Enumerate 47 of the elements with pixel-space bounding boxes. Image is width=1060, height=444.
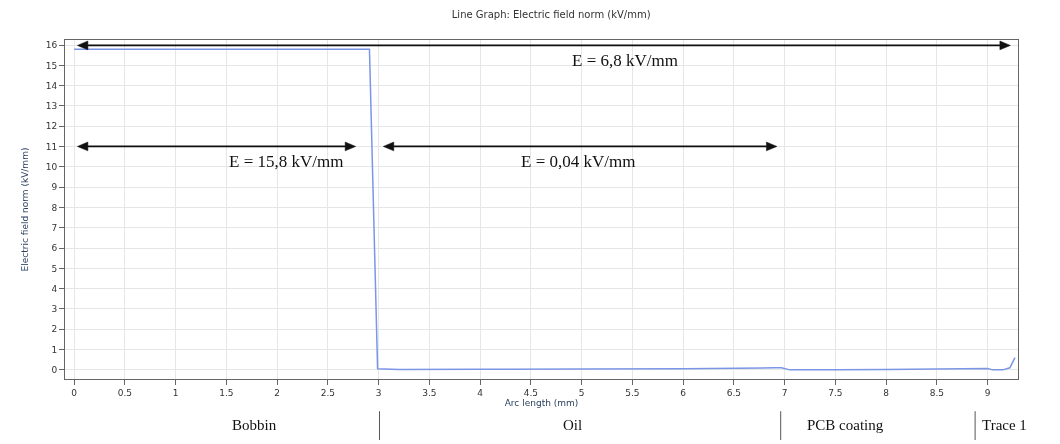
x-tick-label: 7.5	[828, 387, 843, 398]
line-series	[73, 48, 1016, 371]
text: Oil	[563, 417, 583, 433]
y-tick-label: 12	[45, 121, 58, 132]
y-tick-label: 3	[51, 304, 58, 315]
x-tick-label: 5	[578, 387, 585, 398]
x-tick-label: 2	[274, 387, 280, 398]
x-tick-label: 6	[680, 387, 687, 398]
y-tick-label: 13	[45, 101, 58, 112]
annotation: E = 6,8 kV/mm	[572, 51, 678, 70]
text: Trace 1	[982, 417, 1027, 433]
x-tick-label: 3	[375, 387, 382, 398]
y-tick-label: 6	[51, 243, 58, 254]
x-tick-label: 0.5	[117, 387, 133, 398]
y-tick-label: 2	[51, 324, 58, 335]
y-axis-title: Electric field norm (kV/mm)	[20, 147, 31, 272]
x-tick-label: 4	[477, 387, 484, 398]
annotation: E = 0,04 kV/mm	[521, 152, 636, 171]
y-tick-label: 15	[45, 60, 58, 71]
x-tick-label: 1.5	[219, 387, 234, 398]
x-tick-label: 3.5	[422, 387, 437, 398]
y-tick-label: 1	[51, 344, 58, 355]
x-tick-label: 0	[71, 387, 78, 398]
x-tick-label: 8.5	[929, 387, 944, 398]
y-tick-label: 10	[45, 162, 58, 173]
y-tick-label: 7	[51, 222, 58, 233]
chart-title: Line Graph: Electric field norm (kV/mm)	[451, 9, 651, 21]
y-tick-label: 5	[51, 263, 58, 274]
y-tick-label: 14	[45, 80, 58, 91]
x-axis-title: Arc length (mm)	[504, 397, 579, 408]
x-tick-label: 6.5	[726, 387, 741, 398]
y-tick-label: 4	[51, 283, 58, 294]
y-tick-label: 16	[45, 40, 58, 51]
x-tick-label: 9	[984, 387, 991, 398]
y-tick-label: 8	[51, 202, 58, 213]
x-tick-label: 1	[172, 387, 179, 398]
text: PCB coating	[807, 417, 884, 433]
x-tick-label: 7	[781, 387, 788, 398]
y-tick-label: 11	[45, 141, 58, 152]
x-tick-label: 4.5	[523, 387, 538, 398]
x-tick-label: 8	[883, 387, 890, 398]
text: Bobbin	[232, 417, 277, 433]
x-tick-label: 2.5	[320, 387, 336, 398]
x-tick-label: 5.5	[625, 387, 640, 398]
annotation: E = 15,8 kV/mm	[229, 152, 344, 171]
y-tick-label: 0	[51, 365, 58, 376]
y-tick-label: 9	[51, 182, 58, 193]
